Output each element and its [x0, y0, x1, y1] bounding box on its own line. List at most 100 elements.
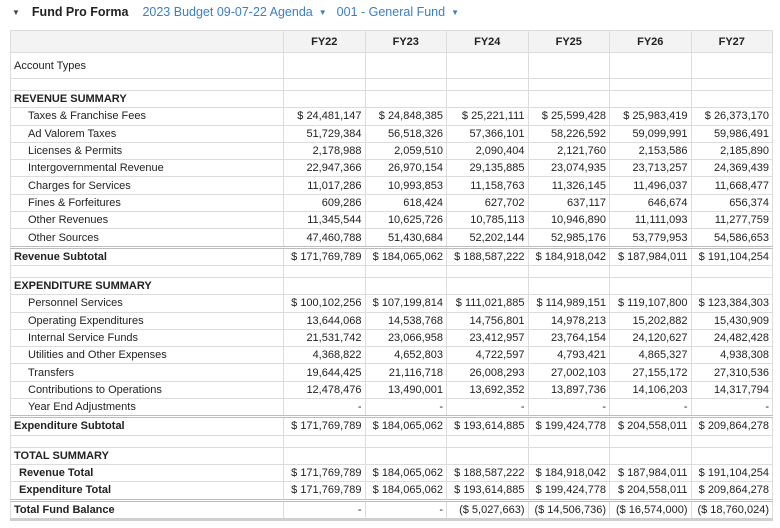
- table-row: Utilities and Other Expenses 4,368,822 4,6…: [10, 346, 773, 365]
- value-cell-fy24: [446, 434, 529, 448]
- value-cell-fy25: $ 184,918,042: [527, 463, 610, 483]
- value-cell-fy25: [527, 434, 610, 448]
- value-cell-fy24: 14,756,801: [446, 311, 529, 330]
- report-title: Fund Pro Forma: [31, 5, 129, 19]
- table-body: Account Types REVENUE SUMMARY Taxes & Fran…: [10, 52, 773, 521]
- value-cell-fy22: 13,644,068: [283, 311, 366, 330]
- header-row: FY22 FY23 FY24 FY25 FY26 FY27: [10, 30, 773, 53]
- value-cell-fy25: $ 25,599,428: [527, 107, 610, 126]
- value-cell-fy24: [446, 89, 529, 109]
- row-label: Total Fund Balance: [10, 498, 284, 521]
- table-row: Other Sources 47,460,788 51,430,684 52,202,…: [10, 228, 773, 248]
- value-cell-fy22: $ 100,102,256: [283, 294, 366, 313]
- pro-forma-table: FY22 FY23 FY24 FY25 FY26 FY27 Account Types RE…: [10, 30, 773, 521]
- table-row: Transfers 19,644,425 21,116,718 26,008,293 2…: [10, 363, 773, 382]
- value-cell-fy26: 11,496,037: [609, 176, 692, 195]
- value-cell-fy25: -: [527, 398, 610, 418]
- value-cell-fy26: 27,155,172: [609, 363, 692, 382]
- value-cell-fy22: 11,017,286: [283, 176, 366, 195]
- row-label: [10, 78, 284, 91]
- table-row: Operating Expenditures 13,644,068 14,538,7…: [10, 311, 773, 330]
- value-cell-fy24: 26,008,293: [446, 363, 529, 382]
- budget-dropdown-label: 2023 Budget 09-07-22 Agenda: [142, 5, 313, 19]
- row-label: Other Sources: [10, 228, 284, 248]
- value-cell-fy24: $ 193,614,885: [446, 481, 529, 501]
- row-label: Licenses & Permits: [10, 141, 284, 161]
- value-cell-fy23: [364, 276, 447, 296]
- column-header-fy22: FY22: [283, 30, 366, 53]
- value-cell-fy24: [446, 276, 529, 296]
- row-label: Year End Adjustments: [10, 398, 284, 418]
- value-cell-fy22: 21,531,742: [283, 328, 366, 348]
- table-row: Ad Valorem Taxes 51,729,384 56,518,326 57,3…: [10, 124, 773, 143]
- value-cell-fy25: 637,117: [527, 193, 610, 213]
- row-label: Intergovernmental Revenue: [10, 159, 284, 178]
- table-row: Year End Adjustments - - - - - -: [10, 398, 773, 418]
- value-cell-fy25: 10,946,890: [527, 211, 610, 230]
- row-label: Expenditure Total: [10, 481, 284, 501]
- value-cell-fy22: 47,460,788: [283, 228, 366, 248]
- value-cell-fy22: [283, 52, 366, 79]
- value-cell-fy27: 24,482,428: [690, 328, 773, 348]
- value-cell-fy22: [283, 446, 366, 465]
- table-row: Internal Service Funds 21,531,742 23,066,9…: [10, 328, 773, 348]
- dropdown-arrow-icon: ▼: [318, 8, 327, 17]
- value-cell-fy27: [690, 52, 773, 79]
- value-cell-fy23: 10,993,853: [364, 176, 447, 195]
- section-header-row: REVENUE SUMMARY: [10, 89, 773, 109]
- value-cell-fy25: 4,793,421: [527, 346, 610, 365]
- fund-balance-row: Total Fund Balance - - ($ 5,027,663) ($ 14,5…: [10, 498, 773, 521]
- value-cell-fy26: ($ 16,574,000): [609, 498, 692, 521]
- row-label: Fines & Forfeitures: [10, 193, 284, 213]
- table-row: Intergovernmental Revenue 22,947,366 26,97…: [10, 159, 773, 178]
- value-cell-fy24: $ 25,221,111: [446, 107, 529, 126]
- row-label: Expenditure Subtotal: [10, 415, 284, 436]
- value-cell-fy26: $ 204,558,011: [609, 415, 692, 436]
- value-cell-fy24: 627,702: [446, 193, 529, 213]
- value-cell-fy26: [609, 276, 692, 296]
- value-cell-fy22: 4,368,822: [283, 346, 366, 365]
- value-cell-fy24: 11,158,763: [446, 176, 529, 195]
- row-label: Contributions to Operations: [10, 380, 284, 400]
- value-cell-fy25: 14,978,213: [527, 311, 610, 330]
- value-cell-fy26: [609, 434, 692, 448]
- value-cell-fy24: [446, 78, 529, 91]
- value-cell-fy22: $ 171,769,789: [283, 481, 366, 501]
- total-row: Revenue Total $ 171,769,789 $ 184,065,062 $…: [10, 463, 773, 483]
- value-cell-fy27: [690, 276, 773, 296]
- value-cell-fy23: [364, 52, 447, 79]
- fund-dropdown[interactable]: 001 - General Fund ▼: [337, 5, 459, 19]
- table-row: Taxes & Franchise Fees $ 24,481,147 $ 24,8…: [10, 107, 773, 126]
- column-header-fy23: FY23: [364, 30, 447, 53]
- value-cell-fy24: $ 193,614,885: [446, 415, 529, 436]
- row-label: Ad Valorem Taxes: [10, 124, 284, 143]
- value-cell-fy23: 10,625,726: [364, 211, 447, 230]
- value-cell-fy22: $ 171,769,789: [283, 463, 366, 483]
- spacer-row: [10, 264, 773, 278]
- value-cell-fy23: -: [364, 398, 447, 418]
- value-cell-fy26: [609, 89, 692, 109]
- table-row: Fines & Forfeitures 609,286 618,424 627,702…: [10, 193, 773, 213]
- value-cell-fy23: [364, 434, 447, 448]
- value-cell-fy24: 29,135,885: [446, 159, 529, 178]
- value-cell-fy23: $ 184,065,062: [364, 415, 447, 436]
- value-cell-fy23: [364, 78, 447, 91]
- value-cell-fy27: [690, 434, 773, 448]
- row-label: Other Revenues: [10, 211, 284, 230]
- fund-dropdown-label: 001 - General Fund: [336, 5, 446, 19]
- value-cell-fy25: 2,121,760: [527, 141, 610, 161]
- value-cell-fy22: $ 171,769,789: [283, 415, 366, 436]
- value-cell-fy24: 10,785,113: [446, 211, 529, 230]
- value-cell-fy22: 11,345,544: [283, 211, 366, 230]
- table-row: Charges for Services 11,017,286 10,993,853…: [10, 176, 773, 195]
- value-cell-fy25: $ 199,424,778: [527, 481, 610, 501]
- table-row: Other Revenues 11,345,544 10,625,726 10,785…: [10, 211, 773, 230]
- value-cell-fy25: 23,764,154: [527, 328, 610, 348]
- value-cell-fy26: $ 204,558,011: [609, 481, 692, 501]
- subtotal-row: Revenue Subtotal $ 171,769,789 $ 184,065,0…: [10, 245, 773, 266]
- budget-dropdown[interactable]: 2023 Budget 09-07-22 Agenda ▼: [142, 5, 326, 19]
- section-header-row: TOTAL SUMMARY: [10, 446, 773, 465]
- value-cell-fy24: [446, 446, 529, 465]
- value-cell-fy23: $ 107,199,814: [364, 294, 447, 313]
- collapse-caret-icon[interactable]: ▼: [12, 7, 20, 17]
